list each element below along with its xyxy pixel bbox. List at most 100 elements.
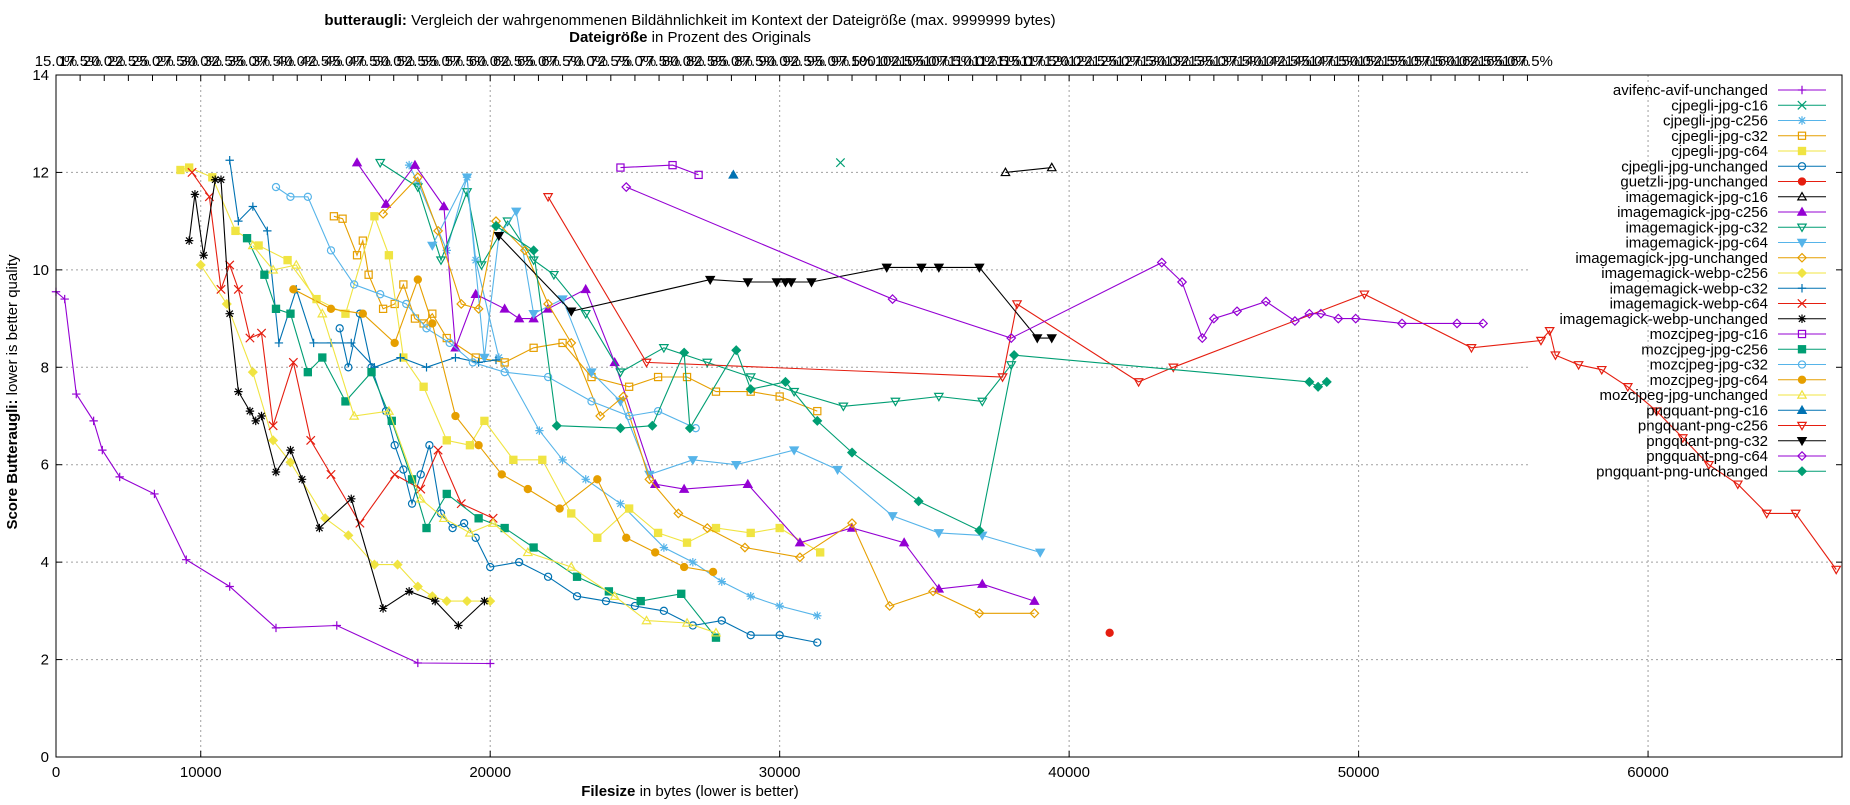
x-tick-label: 60000 [1627,764,1669,781]
data-point [647,420,658,431]
data-point [1260,296,1272,307]
series-line [625,186,1484,340]
data-point [233,284,243,294]
data-point [1396,318,1408,329]
data-point [519,245,530,256]
legend-label: cjpegli-jpg-c16 [1671,97,1768,114]
series-pngquant-png-c64 [621,181,1489,344]
data-point [890,397,901,407]
legend-item: pngquant-png-c256 [1638,418,1826,435]
legend-item: imagemagick-jpg-c256 [1617,204,1826,221]
data-point [347,338,356,348]
data-point [474,514,483,523]
data-point [644,474,655,485]
data-point [500,367,509,377]
legend-item: imagemagick-webp-unchanged [1560,311,1826,328]
data-point [616,163,625,172]
x2-tick-label: 95.0% [807,53,850,70]
legend-item: pngquant-png-c32 [1646,433,1826,450]
x-tick-label: 20000 [469,764,511,781]
data-point [480,596,489,606]
data-point [454,621,463,630]
data-point [271,182,281,192]
data-point [1032,334,1043,344]
x2-tick-label: 167.5% [1502,53,1553,70]
data-point [636,596,645,606]
data-point [678,483,690,493]
series-line [180,167,821,553]
legend-label: cjpegli-jpg-c32 [1671,128,1768,145]
data-point [1000,167,1011,177]
data-point [731,460,742,471]
data-point [268,435,279,446]
data-point [1006,333,1017,344]
data-point [794,552,805,563]
data-point [493,232,505,242]
data-point [404,587,414,596]
legend-item: cjpegli-jpg-c64 [1671,143,1826,160]
data-point [1168,363,1179,373]
series-line [547,196,1837,570]
x2-tick-label: 157.5% [1406,53,1457,70]
legend-label: imagemagick-jpg-c64 [1625,235,1768,252]
data-point [1333,313,1344,324]
series-line [188,179,485,627]
data-point [427,241,438,251]
legend-label: cjpegli-jpg-c64 [1671,143,1768,160]
data-point [303,367,313,377]
data-point [898,537,910,547]
data-point [1761,509,1772,519]
legend-swatch-marker [1797,329,1807,339]
data-point [653,406,663,416]
data-point [479,353,490,363]
data-point [881,263,892,273]
data-point [838,402,849,412]
data-point [216,175,226,184]
legend-label: imagemagick-webp-unchanged [1560,311,1768,328]
series-imagemagick-jpg-unchanged [378,172,1040,619]
legend-swatch-marker [1796,389,1808,399]
data-point [1289,315,1300,327]
data-point [358,236,368,245]
data-point [1034,548,1046,558]
data-point [580,309,591,320]
legend-item: imagemagick-jpg-c16 [1625,189,1826,206]
data-point [412,183,424,193]
data-point [528,309,539,320]
legend-swatch-marker [1797,100,1807,110]
data-point [348,410,360,420]
data-point [710,627,722,637]
x2-tick-label: 160.0% [1430,53,1481,70]
y-tick-label: 0 [41,749,49,766]
data-point [320,513,331,524]
data-point [609,590,620,600]
data-point [430,596,440,606]
data-point [473,303,484,314]
legend-swatch-marker [1797,360,1807,369]
legend-item: mozcjpeg-jpg-c32 [1650,357,1826,374]
data-point [422,523,431,533]
x2-tick-label: 112.5% [972,53,1022,70]
data-point [187,167,197,178]
data-point [190,190,200,199]
data-point [601,596,611,606]
data-point [806,278,817,288]
data-point [794,537,806,547]
data-point [303,192,313,201]
data-point [343,530,354,541]
data-point [977,578,988,588]
x2-tick-label: 57.5% [445,53,488,70]
data-point [933,392,945,402]
legend-swatch-marker [1796,252,1808,263]
data-point [604,587,614,596]
legend-swatch-marker [1797,85,1807,95]
data-point [775,601,784,611]
data-point [586,368,597,378]
data-point [384,251,394,260]
legend-item: mozcjpeg-jpg-c256 [1641,341,1826,358]
x2-tick-label: 82.5% [686,53,729,70]
legend-item: imagemagick-webp-c32 [1610,280,1826,297]
data-point [1651,407,1662,417]
x2-tick-label: 47.5% [348,53,391,70]
data-point [739,542,750,553]
